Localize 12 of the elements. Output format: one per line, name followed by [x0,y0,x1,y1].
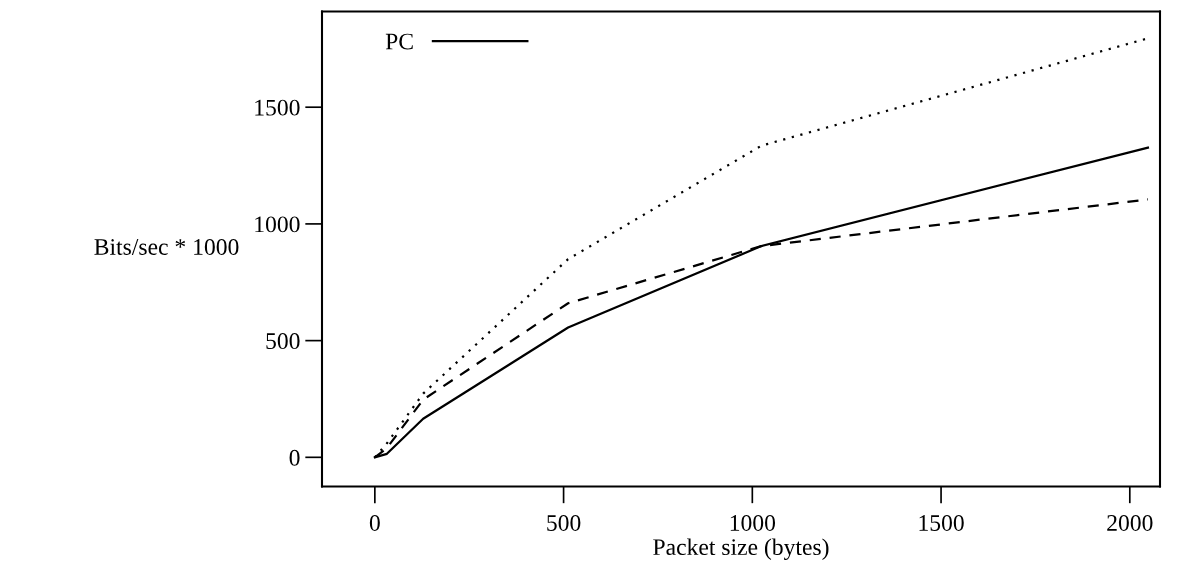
x-tick-label: 1000 [730,514,776,531]
x-tick-label: 500 [547,514,581,531]
legend-label: PC [385,33,413,50]
y-axis-title: Bits/sec * 1000 [94,238,239,255]
y-tick-label: 500 [266,333,300,350]
y-tick-label: 1500 [255,99,300,116]
y-tick-label: 1000 [255,216,300,233]
x-tick-label: 2000 [1107,514,1153,531]
y-tick-label: 0 [289,449,300,466]
x-axis-title: Packet size (bytes) [653,538,829,560]
x-tick-label: 1500 [919,514,964,531]
x-tick-label: 0 [369,514,380,531]
